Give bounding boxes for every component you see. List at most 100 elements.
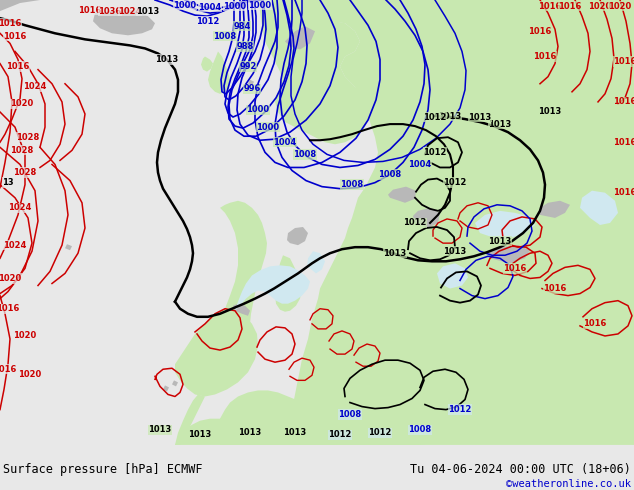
Polygon shape xyxy=(93,9,155,35)
Polygon shape xyxy=(244,86,249,92)
Polygon shape xyxy=(260,0,634,445)
Text: 1013: 1013 xyxy=(438,112,462,121)
Text: 1016: 1016 xyxy=(0,304,20,313)
Text: ©weatheronline.co.uk: ©weatheronline.co.uk xyxy=(506,479,631,489)
Polygon shape xyxy=(233,304,250,316)
Text: 1000: 1000 xyxy=(223,1,247,11)
Text: 13: 13 xyxy=(2,178,14,187)
Polygon shape xyxy=(175,418,308,445)
Text: 1024: 1024 xyxy=(8,203,32,212)
Text: 1013: 1013 xyxy=(469,113,491,122)
Text: 984: 984 xyxy=(233,22,250,31)
Text: 1000: 1000 xyxy=(249,0,271,9)
Text: 1012: 1012 xyxy=(424,113,447,122)
Polygon shape xyxy=(175,394,205,445)
Text: 1013: 1013 xyxy=(443,246,467,256)
Text: 1016: 1016 xyxy=(583,319,607,328)
Polygon shape xyxy=(275,255,302,312)
Polygon shape xyxy=(220,391,425,445)
Text: 1016: 1016 xyxy=(503,264,527,273)
Polygon shape xyxy=(388,187,416,203)
Text: 1013: 1013 xyxy=(155,55,179,64)
Text: 1016: 1016 xyxy=(543,284,567,293)
Text: 1024: 1024 xyxy=(23,82,47,91)
Text: 1013: 1013 xyxy=(238,428,262,437)
Text: 1028: 1028 xyxy=(16,133,39,142)
Text: 1028: 1028 xyxy=(13,168,37,177)
Polygon shape xyxy=(307,251,325,273)
Text: 1028: 1028 xyxy=(10,146,34,155)
Text: 1016: 1016 xyxy=(0,19,22,28)
Text: 1008: 1008 xyxy=(378,170,401,179)
Text: 1024: 1024 xyxy=(3,241,27,250)
Text: 1016: 1016 xyxy=(528,27,552,36)
Text: 1013: 1013 xyxy=(488,237,512,245)
Text: 1004: 1004 xyxy=(273,138,297,147)
Text: 1016: 1016 xyxy=(559,1,581,11)
Text: 1008: 1008 xyxy=(408,425,432,434)
Text: 1012: 1012 xyxy=(448,405,472,414)
Text: 1020: 1020 xyxy=(13,331,37,341)
Text: 1020: 1020 xyxy=(588,1,612,11)
Polygon shape xyxy=(258,0,370,144)
Text: 1012: 1012 xyxy=(443,178,467,187)
Polygon shape xyxy=(437,263,468,289)
Polygon shape xyxy=(540,201,570,218)
Polygon shape xyxy=(248,80,254,86)
Text: 1013: 1013 xyxy=(488,120,512,128)
Text: 1012: 1012 xyxy=(328,430,352,440)
Text: 992: 992 xyxy=(239,62,257,71)
Polygon shape xyxy=(0,0,40,11)
Polygon shape xyxy=(285,26,315,49)
Text: 1020: 1020 xyxy=(609,1,631,11)
Text: 1000: 1000 xyxy=(256,122,280,132)
Text: 988: 988 xyxy=(236,42,254,51)
Text: 1008: 1008 xyxy=(294,150,316,159)
Text: 1020: 1020 xyxy=(10,99,34,108)
Text: 1016: 1016 xyxy=(613,138,634,147)
Text: 1004: 1004 xyxy=(408,160,432,169)
Polygon shape xyxy=(201,56,213,72)
Polygon shape xyxy=(163,386,169,392)
Text: 1016: 1016 xyxy=(79,5,101,15)
Text: 1013: 1013 xyxy=(283,428,307,437)
Text: 1000: 1000 xyxy=(247,105,269,115)
Text: 1036: 1036 xyxy=(98,6,122,16)
Polygon shape xyxy=(175,309,258,396)
Text: 1020: 1020 xyxy=(18,370,42,379)
Text: 1024: 1024 xyxy=(119,6,141,16)
Text: 1016: 1016 xyxy=(538,1,562,11)
Text: 1016: 1016 xyxy=(3,32,27,41)
Text: 1008: 1008 xyxy=(340,180,363,189)
Text: 1013: 1013 xyxy=(538,107,562,117)
Text: 1013: 1013 xyxy=(188,430,212,440)
Text: 1013: 1013 xyxy=(136,6,160,16)
Text: Tu 04-06-2024 00:00 UTC (18+06): Tu 04-06-2024 00:00 UTC (18+06) xyxy=(410,463,631,476)
Text: 1016: 1016 xyxy=(0,365,16,374)
Text: 1000: 1000 xyxy=(174,0,197,9)
Polygon shape xyxy=(65,244,72,250)
Polygon shape xyxy=(287,227,308,245)
Text: 1012: 1012 xyxy=(424,148,447,157)
Text: 1013: 1013 xyxy=(384,249,406,258)
Polygon shape xyxy=(198,201,267,376)
Text: 1016: 1016 xyxy=(533,52,557,61)
Polygon shape xyxy=(488,245,530,263)
Polygon shape xyxy=(235,266,310,311)
Text: 1013: 1013 xyxy=(148,425,172,434)
Text: 1012: 1012 xyxy=(197,17,220,25)
Text: 1004: 1004 xyxy=(198,2,222,12)
Polygon shape xyxy=(475,211,535,238)
Text: 996: 996 xyxy=(243,84,261,93)
Text: 1008: 1008 xyxy=(214,32,236,41)
Text: 1012: 1012 xyxy=(368,428,392,437)
Text: 1016: 1016 xyxy=(613,98,634,106)
Text: 1012: 1012 xyxy=(403,219,427,227)
Text: 1016: 1016 xyxy=(613,188,634,197)
Polygon shape xyxy=(172,380,178,387)
Text: 1016: 1016 xyxy=(6,62,30,71)
Text: Surface pressure [hPa] ECMWF: Surface pressure [hPa] ECMWF xyxy=(3,463,203,476)
Text: 1020: 1020 xyxy=(0,274,22,283)
Text: 1016: 1016 xyxy=(613,57,634,66)
Polygon shape xyxy=(208,51,230,94)
